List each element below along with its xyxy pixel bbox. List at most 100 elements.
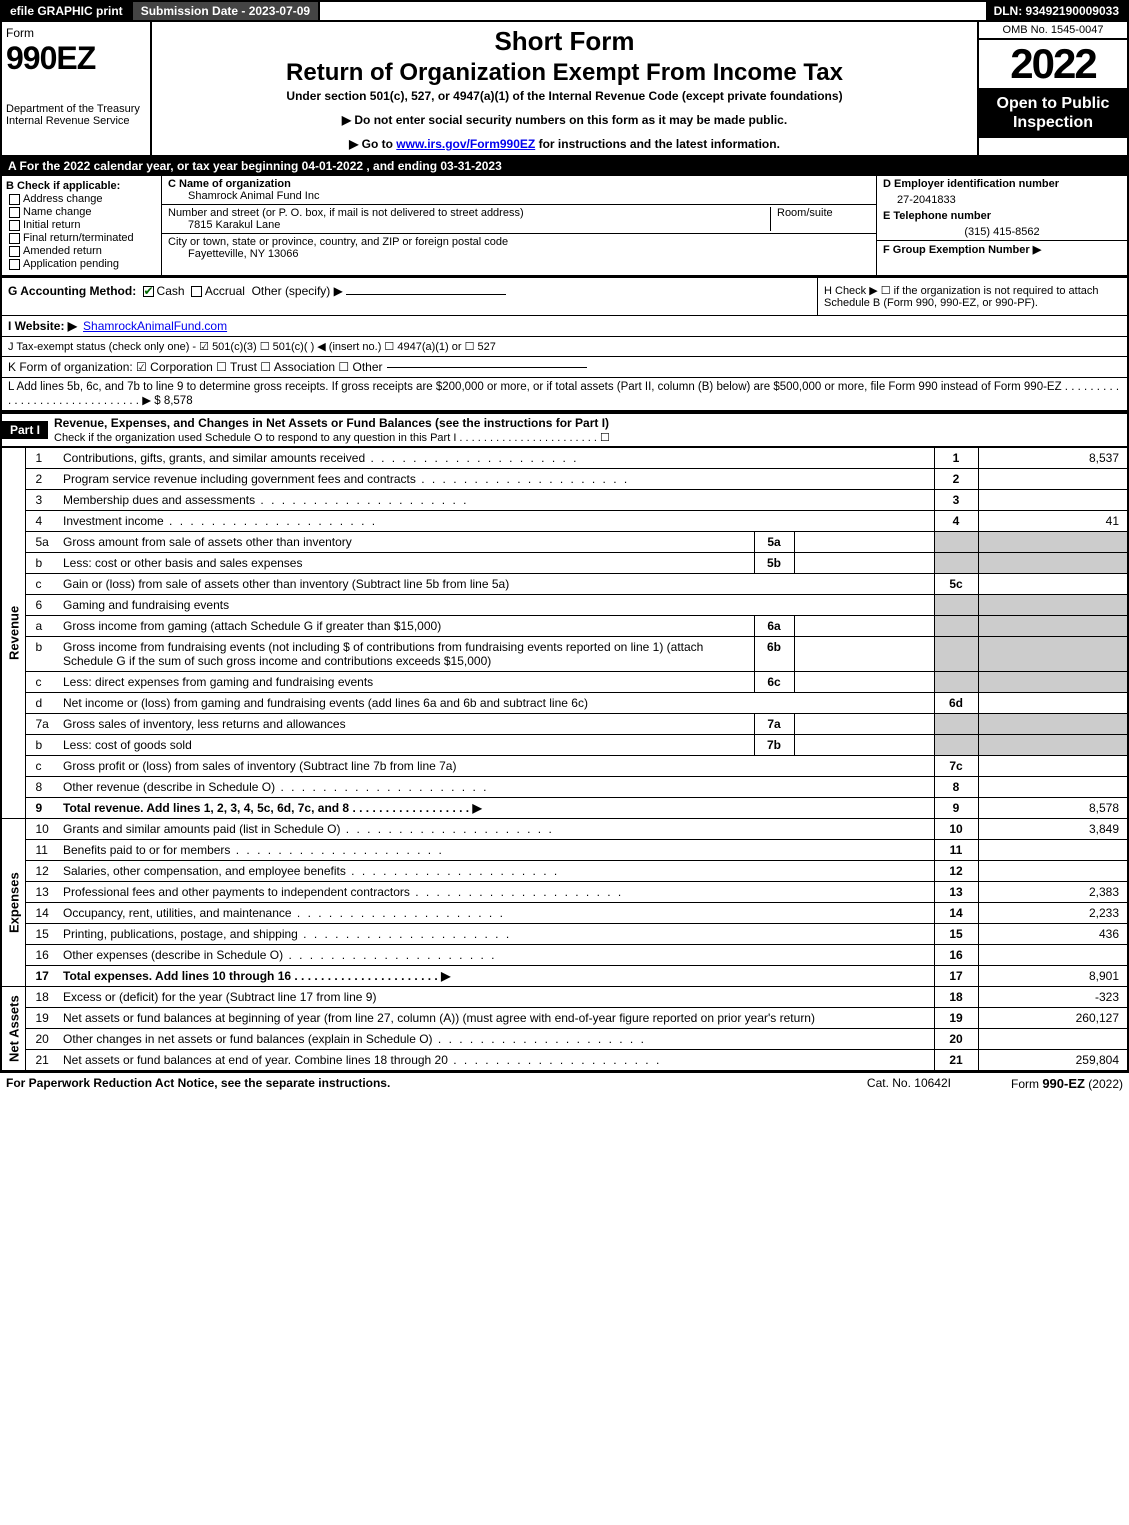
- part-1-check: Check if the organization used Schedule …: [54, 432, 610, 444]
- bullet2-pre: ▶ Go to: [349, 137, 396, 151]
- row-17: 17Total expenses. Add lines 10 through 1…: [1, 966, 1128, 987]
- omb-number: OMB No. 1545-0047: [979, 22, 1127, 40]
- header-left: Form 990EZ Department of the Treasury In…: [2, 22, 152, 155]
- section-b-checkboxes: B Check if applicable: Address change Na…: [2, 176, 162, 275]
- row-6: 6Gaming and fundraising events: [1, 595, 1128, 616]
- chk-initial-return[interactable]: Initial return: [6, 219, 157, 231]
- part-1-table: Revenue 1 Contributions, gifts, grants, …: [0, 447, 1129, 1072]
- part-1-header: Part I Revenue, Expenses, and Changes in…: [0, 412, 1129, 447]
- tax-year: 2022: [979, 40, 1127, 88]
- i-label: I Website: ▶: [8, 319, 77, 333]
- row-6b: bGross income from fundraising events (n…: [1, 637, 1128, 672]
- section-c-org-info: C Name of organization Shamrock Animal F…: [162, 176, 877, 275]
- chk-final-return[interactable]: Final return/terminated: [6, 232, 157, 244]
- top-bar: efile GRAPHIC print Submission Date - 20…: [0, 0, 1129, 22]
- catalog-number: Cat. No. 10642I: [867, 1076, 951, 1091]
- form-title: Return of Organization Exempt From Incom…: [160, 59, 969, 87]
- chk-application-pending[interactable]: Application pending: [6, 258, 157, 270]
- d-ein-label: D Employer identification number: [877, 176, 1127, 192]
- header-right: OMB No. 1545-0047 2022 Open to Public In…: [977, 22, 1127, 155]
- row-6c: cLess: direct expenses from gaming and f…: [1, 672, 1128, 693]
- side-revenue: Revenue: [1, 448, 25, 819]
- street-value: 7815 Karakul Lane: [168, 219, 280, 231]
- row-2: 2Program service revenue including gover…: [1, 469, 1128, 490]
- row-5b: bLess: cost or other basis and sales exp…: [1, 553, 1128, 574]
- dln: DLN: 93492190009033: [986, 2, 1127, 20]
- efile-label[interactable]: efile GRAPHIC print: [2, 2, 133, 20]
- short-form-title: Short Form: [160, 26, 969, 57]
- paperwork-notice: For Paperwork Reduction Act Notice, see …: [6, 1076, 390, 1091]
- g-label: G Accounting Method:: [8, 284, 136, 298]
- subtitle: Under section 501(c), 527, or 4947(a)(1)…: [160, 89, 969, 103]
- org-city-cell: City or town, state or province, country…: [162, 234, 876, 262]
- line-i-website: I Website: ▶ ShamrockAnimalFund.com: [0, 315, 1129, 336]
- chk-amended-return[interactable]: Amended return: [6, 245, 157, 257]
- instructions-link-line: ▶ Go to www.irs.gov/Form990EZ for instru…: [160, 137, 969, 151]
- section-def: D Employer identification number 27-2041…: [877, 176, 1127, 275]
- department-label: Department of the Treasury Internal Reve…: [6, 103, 146, 127]
- row-3: 3Membership dues and assessments3: [1, 490, 1128, 511]
- org-name-cell: C Name of organization Shamrock Animal F…: [162, 176, 876, 205]
- row-5c: cGain or (loss) from sale of assets othe…: [1, 574, 1128, 595]
- c-name-label: C Name of organization: [168, 178, 291, 190]
- row-21: 21Net assets or fund balances at end of …: [1, 1050, 1128, 1072]
- row-7b: bLess: cost of goods sold7b: [1, 735, 1128, 756]
- org-name: Shamrock Animal Fund Inc: [168, 190, 319, 202]
- side-expenses: Expenses: [1, 819, 25, 987]
- part-1-badge: Part I: [2, 421, 48, 439]
- line-k-org-form: K Form of organization: ☑ Corporation ☐ …: [0, 356, 1129, 377]
- form-header: Form 990EZ Department of the Treasury In…: [0, 22, 1129, 157]
- b-label: B Check if applicable:: [6, 180, 157, 192]
- line-l-gross-receipts: L Add lines 5b, 6c, and 7b to line 9 to …: [0, 377, 1129, 412]
- form-id-footer: Form 990-EZ (2022): [1011, 1076, 1123, 1091]
- line-j-tax-exempt: J Tax-exempt status (check only one) - ☑…: [0, 336, 1129, 356]
- line-a-tax-year: A For the 2022 calendar year, or tax yea…: [0, 157, 1129, 176]
- page-footer: For Paperwork Reduction Act Notice, see …: [0, 1072, 1129, 1094]
- row-7c: cGross profit or (loss) from sales of in…: [1, 756, 1128, 777]
- org-street-cell: Number and street (or P. O. box, if mail…: [162, 205, 876, 234]
- bullet2-post: for instructions and the latest informat…: [535, 137, 780, 151]
- row-13: 13Professional fees and other payments t…: [1, 882, 1128, 903]
- city-label: City or town, state or province, country…: [168, 236, 508, 248]
- row-19: 19Net assets or fund balances at beginni…: [1, 1008, 1128, 1029]
- header-center: Short Form Return of Organization Exempt…: [152, 22, 977, 155]
- row-16: 16Other expenses (describe in Schedule O…: [1, 945, 1128, 966]
- row-18: Net Assets 18Excess or (deficit) for the…: [1, 987, 1128, 1008]
- row-12: 12Salaries, other compensation, and empl…: [1, 861, 1128, 882]
- chk-accrual[interactable]: [191, 286, 202, 297]
- g-accounting: G Accounting Method: Cash Accrual Other …: [2, 278, 817, 315]
- h-schedule-b: H Check ▶ ☐ if the organization is not r…: [817, 278, 1127, 315]
- street-label: Number and street (or P. O. box, if mail…: [168, 207, 524, 219]
- warning-ssn: ▶ Do not enter social security numbers o…: [160, 113, 969, 127]
- row-10: Expenses 10Grants and similar amounts pa…: [1, 819, 1128, 840]
- row-9: 9Total revenue. Add lines 1, 2, 3, 4, 5c…: [1, 798, 1128, 819]
- city-value: Fayetteville, NY 13066: [168, 248, 298, 260]
- row-20: 20Other changes in net assets or fund ba…: [1, 1029, 1128, 1050]
- f-group-exemption: F Group Exemption Number ▶: [877, 240, 1127, 258]
- website-link[interactable]: ShamrockAnimalFund.com: [83, 319, 227, 333]
- row-6a: aGross income from gaming (attach Schedu…: [1, 616, 1128, 637]
- chk-cash[interactable]: [143, 286, 154, 297]
- chk-name-change[interactable]: Name change: [6, 206, 157, 218]
- d-ein-value: 27-2041833: [877, 192, 1127, 208]
- row-14: 14Occupancy, rent, utilities, and mainte…: [1, 903, 1128, 924]
- e-phone-value: (315) 415-8562: [877, 224, 1127, 240]
- row-4: 4Investment income441: [1, 511, 1128, 532]
- row-5a: 5aGross amount from sale of assets other…: [1, 532, 1128, 553]
- submission-date: Submission Date - 2023-07-09: [133, 2, 320, 20]
- chk-address-change[interactable]: Address change: [6, 193, 157, 205]
- e-phone-label: E Telephone number: [877, 208, 1127, 224]
- row-7a: 7aGross sales of inventory, less returns…: [1, 714, 1128, 735]
- form-number: 990EZ: [6, 40, 146, 77]
- form-word: Form: [6, 26, 146, 40]
- side-net-assets: Net Assets: [1, 987, 25, 1072]
- row-1: Revenue 1 Contributions, gifts, grants, …: [1, 448, 1128, 469]
- room-suite-label: Room/suite: [770, 207, 870, 231]
- row-6d: dNet income or (loss) from gaming and fu…: [1, 693, 1128, 714]
- row-15: 15Printing, publications, postage, and s…: [1, 924, 1128, 945]
- irs-link[interactable]: www.irs.gov/Form990EZ: [396, 137, 535, 151]
- row-8: 8Other revenue (describe in Schedule O)8: [1, 777, 1128, 798]
- row-11: 11Benefits paid to or for members11: [1, 840, 1128, 861]
- open-to-public: Open to Public Inspection: [979, 88, 1127, 138]
- gh-row: G Accounting Method: Cash Accrual Other …: [0, 277, 1129, 315]
